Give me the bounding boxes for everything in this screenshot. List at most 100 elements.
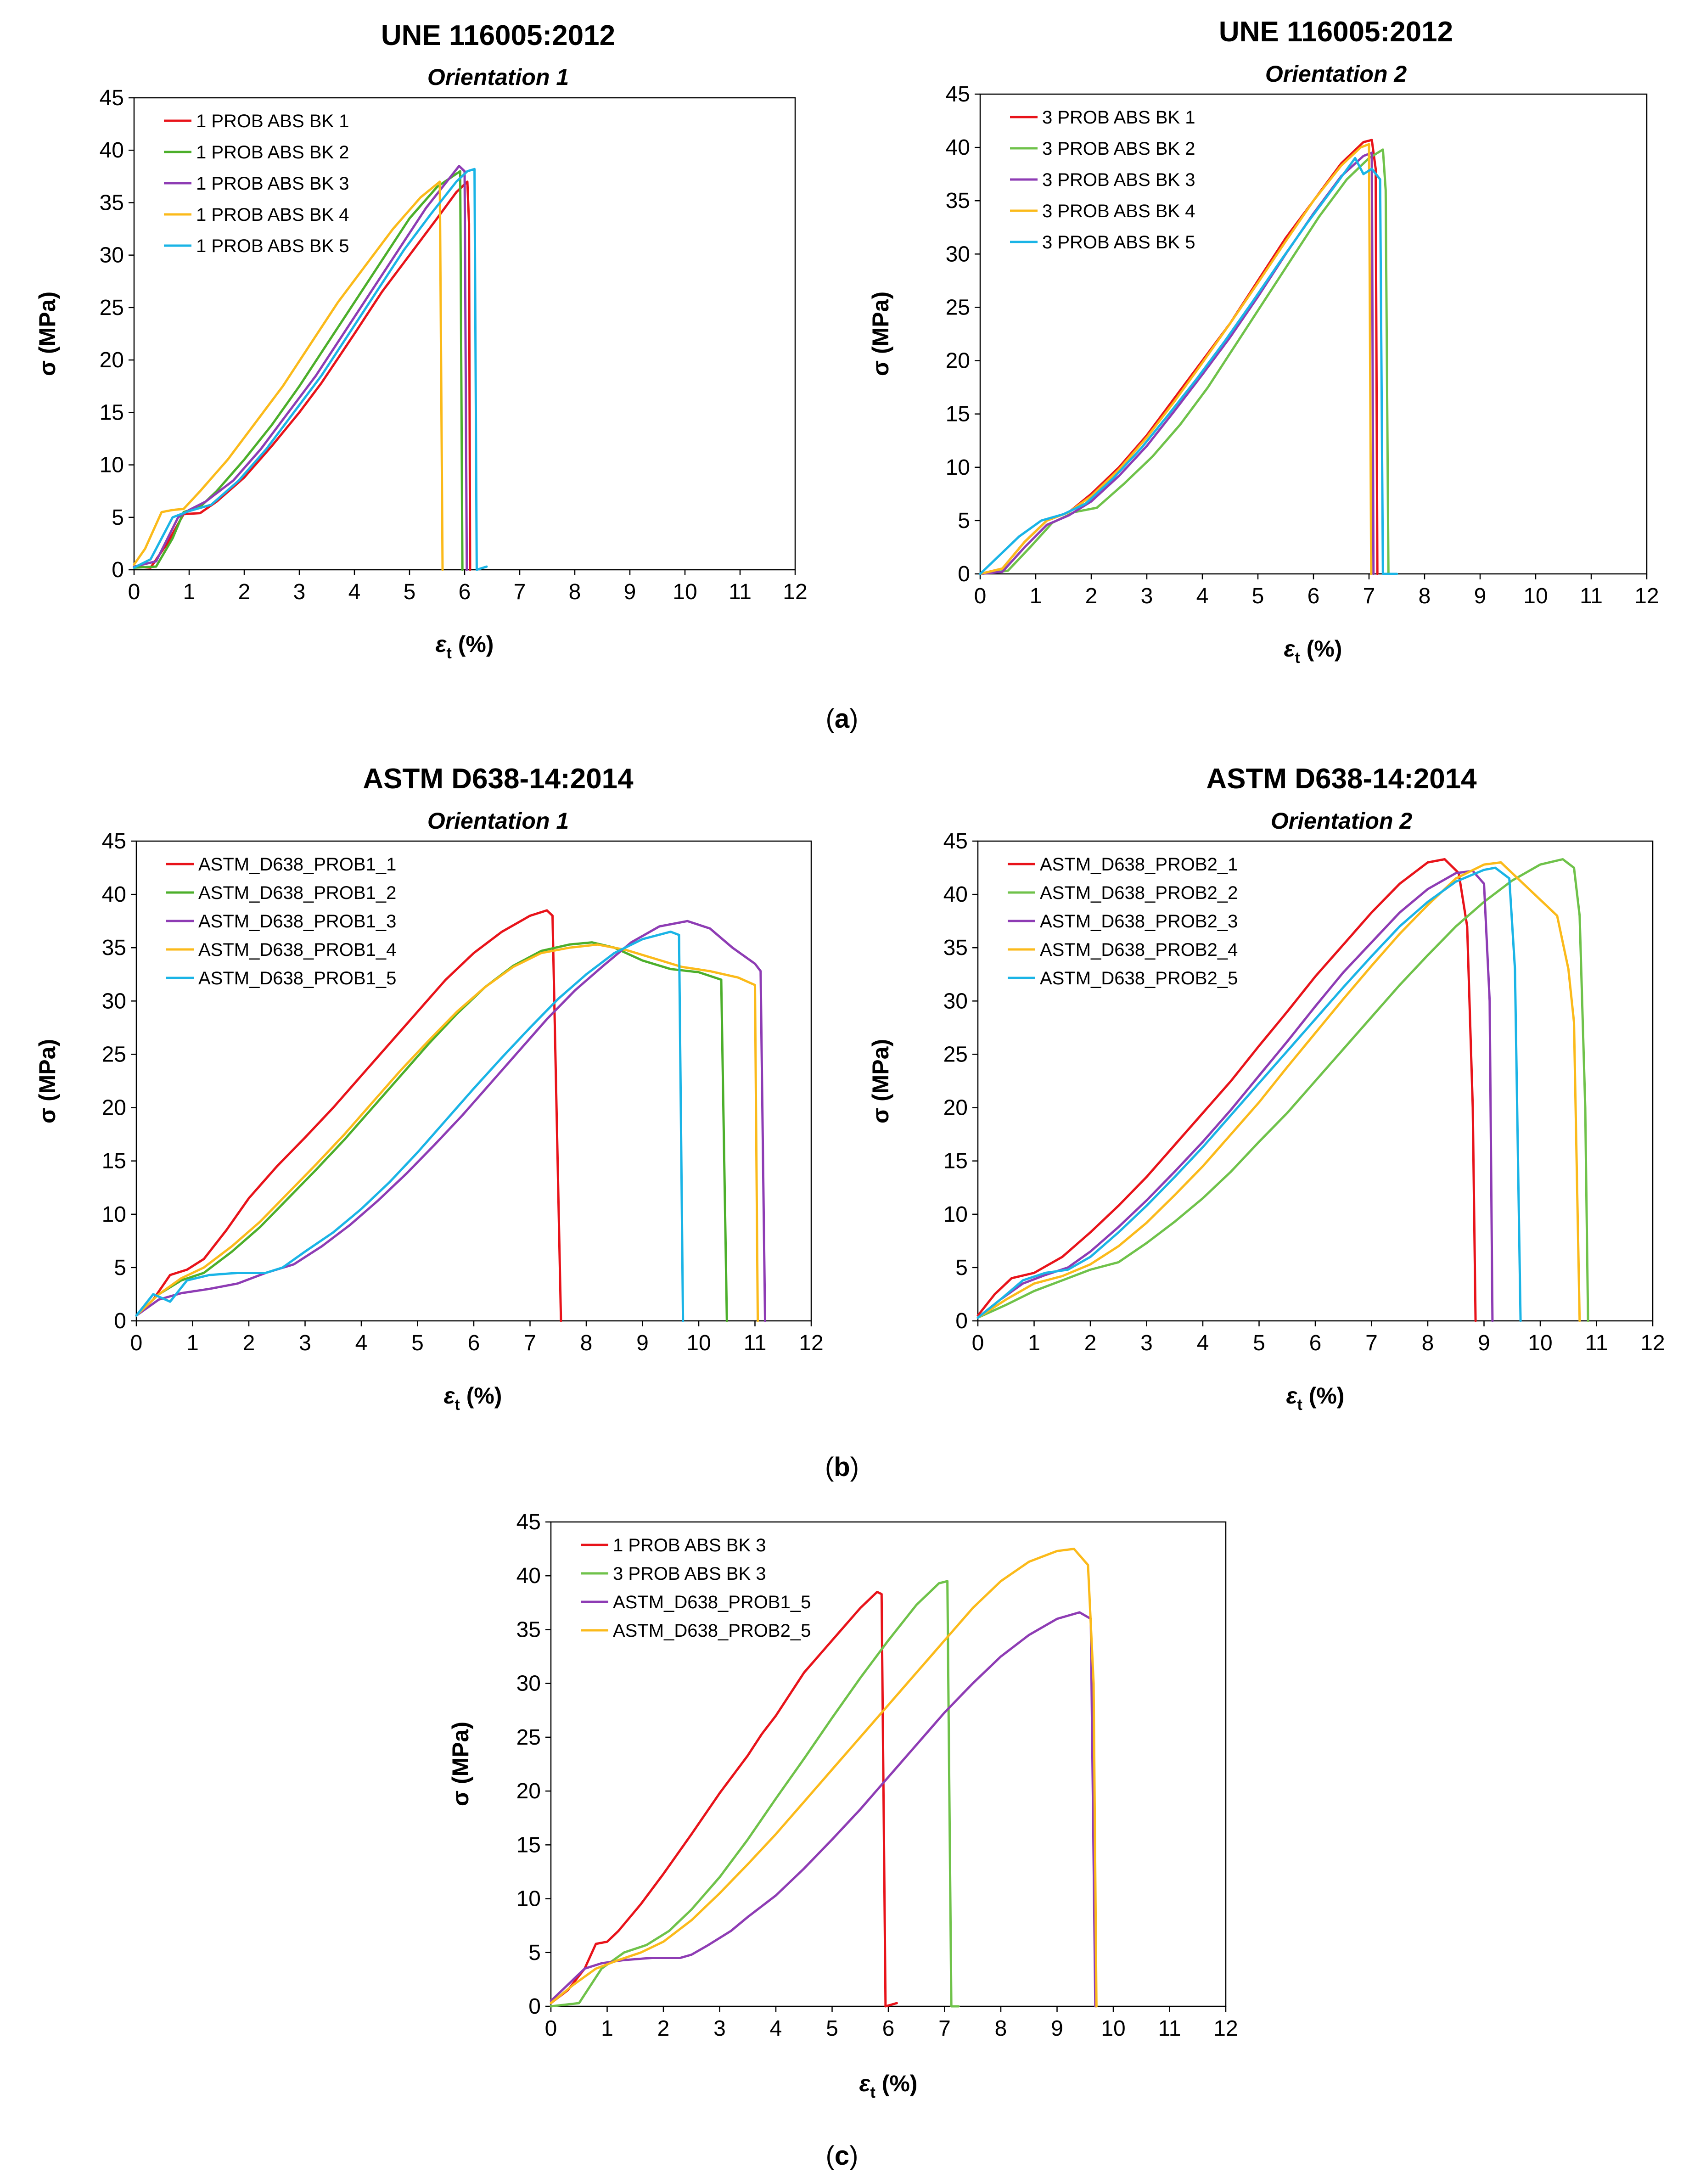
x-tick-labels: 0 1 2 3 4 5 6 7 8 9 10 11 12 [545, 2006, 1238, 2041]
series-line-2 [550, 1580, 960, 2008]
x-tick-label: 1 [601, 2016, 613, 2041]
legend-entry: 3 PROB ABS BK 2 [1042, 139, 1195, 159]
legend: 3 PROB ABS BK 1 3 PROB ABS BK 2 3 PROB ABS… [1010, 107, 1195, 253]
x-tick-label: 7 [1363, 584, 1375, 608]
legend-entry: 3 PROB ABS BK 3 [613, 1564, 766, 1584]
series-lines [979, 139, 1398, 575]
caption-letter: b [834, 1452, 850, 1482]
x-tick-label: 10 [673, 580, 697, 604]
y-tick-label: 15 [946, 402, 970, 427]
y-tick-label: 45 [100, 86, 124, 110]
legend-entry: 1 PROB ABS BK 5 [196, 236, 349, 256]
y-axis-label: σ (MPa) [868, 292, 893, 376]
y-tick-label: 25 [516, 1725, 541, 1750]
legend-entry: ASTM_D638_PROB1_2 [198, 883, 396, 903]
chart-title: ASTM D638-14:2014 [1206, 763, 1477, 795]
x-axis-label-symbol: ε [859, 2071, 871, 2096]
y-tick-label: 40 [943, 882, 968, 907]
y-tick-label: 0 [955, 1309, 968, 1333]
series-line-5 [976, 866, 1522, 1322]
caption-letter: c [835, 2141, 849, 2171]
legend-entry: 1 PROB ABS BK 3 [613, 1535, 766, 1555]
y-axis-label: σ (MPa) [868, 1039, 893, 1123]
x-axis-label-unit: (%) [1302, 1383, 1345, 1409]
y-axis-label: σ (MPa) [448, 1722, 473, 1806]
x-axis-label: εt (%) [859, 2071, 918, 2101]
legend: 1 PROB ABS BK 1 1 PROB ABS BK 2 1 PROB ABS… [164, 111, 349, 256]
caption-open: ( [826, 704, 835, 734]
chart-title: UNE 116005:2012 [1219, 16, 1453, 48]
x-tick-label: 3 [1140, 1331, 1153, 1355]
x-tick-label: 10 [1528, 1331, 1552, 1355]
x-tick-label: 5 [404, 580, 416, 604]
x-tick-label: 2 [1084, 1331, 1097, 1355]
series-line-2 [976, 858, 1589, 1322]
legend-entry: ASTM_D638_PROB1_4 [198, 940, 396, 960]
x-axis-label-symbol: ε [436, 631, 447, 657]
x-axis-label-subscript: t [1297, 1396, 1302, 1414]
x-tick-label: 9 [624, 580, 636, 604]
series-line-4 [133, 180, 444, 571]
x-axis-label: εt (%) [436, 631, 494, 662]
x-axis-label-symbol: ε [444, 1383, 455, 1409]
y-tick-label: 5 [958, 509, 970, 533]
legend-entry: 1 PROB ABS BK 4 [196, 205, 349, 225]
chart-astm-orientation-1: ASTM D638-14:2014 Orientation 1 05101520… [34, 763, 824, 1414]
y-tick-label: 30 [102, 989, 126, 1013]
y-tick-labels: 0 5 10 15 20 25 30 35 40 45 [946, 82, 980, 586]
x-tick-label: 1 [186, 1331, 199, 1355]
x-axis-label-subscript: t [446, 645, 451, 662]
caption-open: ( [826, 2141, 835, 2171]
x-tick-label: 3 [1141, 584, 1153, 608]
series-line-4 [976, 861, 1581, 1322]
x-axis-label: εt (%) [1284, 636, 1342, 667]
legend-entry: ASTM_D638_PROB2_1 [1040, 854, 1238, 875]
y-tick-label: 0 [114, 1309, 126, 1333]
y-tick-label: 5 [528, 1941, 541, 1965]
x-tick-labels: 0 1 2 3 4 5 6 7 8 9 10 11 12 [130, 1321, 824, 1355]
y-tick-label: 0 [112, 558, 124, 582]
x-tick-label: 1 [1028, 1331, 1040, 1355]
caption-close: ) [849, 704, 858, 734]
series-line-1 [550, 1590, 898, 2008]
x-tick-label: 8 [569, 580, 581, 604]
chart-title: UNE 116005:2012 [381, 20, 615, 51]
x-tick-label: 0 [545, 2016, 557, 2041]
legend-entry: ASTM_D638_PROB2_5 [1040, 968, 1238, 988]
x-tick-label: 3 [299, 1331, 311, 1355]
x-tick-label: 8 [1419, 584, 1431, 608]
chart-une-orientation-2: UNE 116005:2012 Orientation 2 0510152025… [868, 16, 1659, 667]
x-axis-label-subscript: t [870, 2084, 875, 2101]
y-tick-label: 30 [100, 243, 124, 268]
chart-subtitle: Orientation 1 [427, 64, 569, 90]
y-tick-label: 5 [114, 1256, 126, 1280]
x-tick-label: 10 [686, 1331, 711, 1355]
y-tick-label: 20 [102, 1096, 126, 1120]
caption-letter: a [835, 704, 850, 734]
x-axis-label: εt (%) [444, 1383, 502, 1414]
x-tick-label: 10 [1101, 2016, 1125, 2041]
series-line-1 [976, 858, 1477, 1322]
x-tick-label: 6 [1307, 584, 1320, 608]
legend-entry: ASTM_D638_PROB1_5 [613, 1592, 811, 1612]
y-tick-label: 25 [943, 1042, 968, 1067]
y-tick-label: 40 [100, 138, 124, 163]
y-tick-labels: 0 5 10 15 20 25 30 35 40 45 [516, 1510, 551, 2019]
x-tick-label: 4 [1197, 1331, 1209, 1355]
y-tick-label: 10 [102, 1202, 126, 1227]
chart-title: ASTM D638-14:2014 [363, 763, 634, 795]
x-tick-label: 12 [799, 1331, 823, 1355]
y-axis-label: σ (MPa) [34, 1039, 60, 1123]
x-tick-label: 5 [826, 2016, 838, 2041]
y-tick-label: 25 [102, 1042, 126, 1067]
chart-subtitle: Orientation 2 [1271, 808, 1413, 834]
x-tick-label: 0 [972, 1331, 984, 1355]
x-tick-label: 6 [882, 2016, 895, 2041]
series-line-5 [979, 157, 1398, 575]
x-tick-label: 5 [411, 1331, 424, 1355]
y-tick-label: 15 [102, 1149, 126, 1173]
x-tick-label: 12 [783, 580, 807, 604]
series-lines [135, 909, 766, 1322]
x-tick-label: 4 [770, 2016, 782, 2041]
